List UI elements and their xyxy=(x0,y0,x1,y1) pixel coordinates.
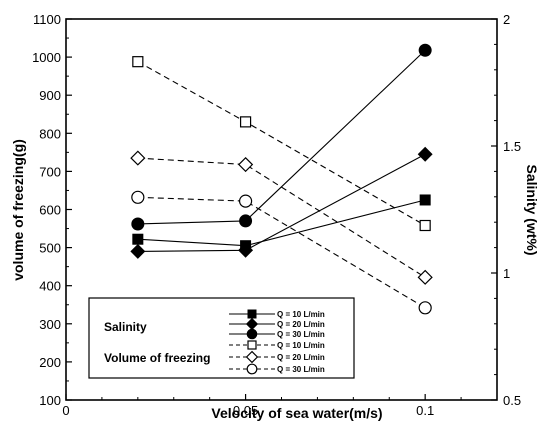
y-left-tick-label: 200 xyxy=(39,355,61,370)
legend-marker xyxy=(246,328,258,340)
legend-label: Q = 20 L/min xyxy=(277,353,325,362)
data-point xyxy=(418,301,432,315)
series-volume-circle xyxy=(131,190,432,315)
data-point xyxy=(419,194,431,206)
series-line xyxy=(137,49,426,225)
data-point xyxy=(238,194,253,208)
series-salinity-circle xyxy=(131,43,432,231)
data-point xyxy=(131,190,145,204)
legend-group-salinity: Salinity xyxy=(104,320,147,334)
data-point xyxy=(131,217,145,231)
y-axis-title-right: Salinity (wt%) xyxy=(524,164,540,255)
y-left-tick-label: 800 xyxy=(39,126,61,141)
legend-label: Q = 20 L/min xyxy=(277,320,325,329)
axes-layer: 100 200 300 400 500 600 700 800 900 1000 1100 0.5 1 1… xyxy=(32,12,521,418)
x-axis-title: Velocity of sea water(m/s) xyxy=(211,405,382,421)
data-point xyxy=(417,269,433,285)
legend-label: Q = 10 L/min xyxy=(277,341,325,350)
data-point xyxy=(419,219,431,232)
data-point xyxy=(417,146,433,162)
y-right-tick-label: 1 xyxy=(503,266,510,281)
data-point xyxy=(238,242,254,258)
data-point xyxy=(132,233,144,245)
y-left-tick-label: 1000 xyxy=(32,50,61,65)
series-volume-square xyxy=(132,56,431,232)
y-left-tick-label: 500 xyxy=(39,241,61,256)
series-line xyxy=(137,157,426,278)
series-salinity-diamond xyxy=(130,146,433,259)
data-point xyxy=(239,214,253,228)
data-point xyxy=(239,116,252,128)
data-point xyxy=(237,156,254,173)
legend-marker xyxy=(247,309,257,319)
y-left-tick-label: 1100 xyxy=(33,12,61,27)
legend-box xyxy=(88,297,355,379)
y-axis-title-left: volume of freezing(g) xyxy=(10,139,26,281)
series-layer xyxy=(130,43,433,315)
y-left-tick-label: 900 xyxy=(39,88,61,103)
data-point xyxy=(130,150,146,166)
legend-marker xyxy=(246,363,258,375)
series-volume-diamond xyxy=(130,150,433,285)
data-point xyxy=(418,43,432,57)
legend-group-volume: Volume of freezing xyxy=(104,351,210,365)
series-line xyxy=(137,61,426,226)
data-point xyxy=(130,243,146,259)
y-right-tick-label: 1.5 xyxy=(503,139,521,154)
legend-marker xyxy=(247,340,257,350)
y-right-tick-label: 0.5 xyxy=(503,393,521,408)
y-left-tick-label: 100 xyxy=(39,393,61,408)
legend-label: Q = 30 L/min xyxy=(277,365,325,374)
y-right-tick-label: 2 xyxy=(503,12,510,27)
y-left-tick-label: 600 xyxy=(39,203,61,218)
y-left-tick-label: 700 xyxy=(39,164,61,179)
legend-marker xyxy=(245,350,259,364)
data-point xyxy=(132,56,144,68)
x-tick-label: 0 xyxy=(62,403,69,418)
x-tick-label: 0.1 xyxy=(416,403,434,418)
axis-titles-layer: Velocity of sea water(m/s) volume of fre… xyxy=(10,139,540,421)
y-left-tick-label: 400 xyxy=(39,279,61,294)
legend-label: Q = 10 L/min xyxy=(277,310,325,319)
series-line xyxy=(137,196,426,309)
x-tick-label: 0.05 xyxy=(233,403,258,418)
legend-label: Q = 30 L/min xyxy=(277,330,325,339)
y-left-tick-label: 300 xyxy=(39,317,61,332)
